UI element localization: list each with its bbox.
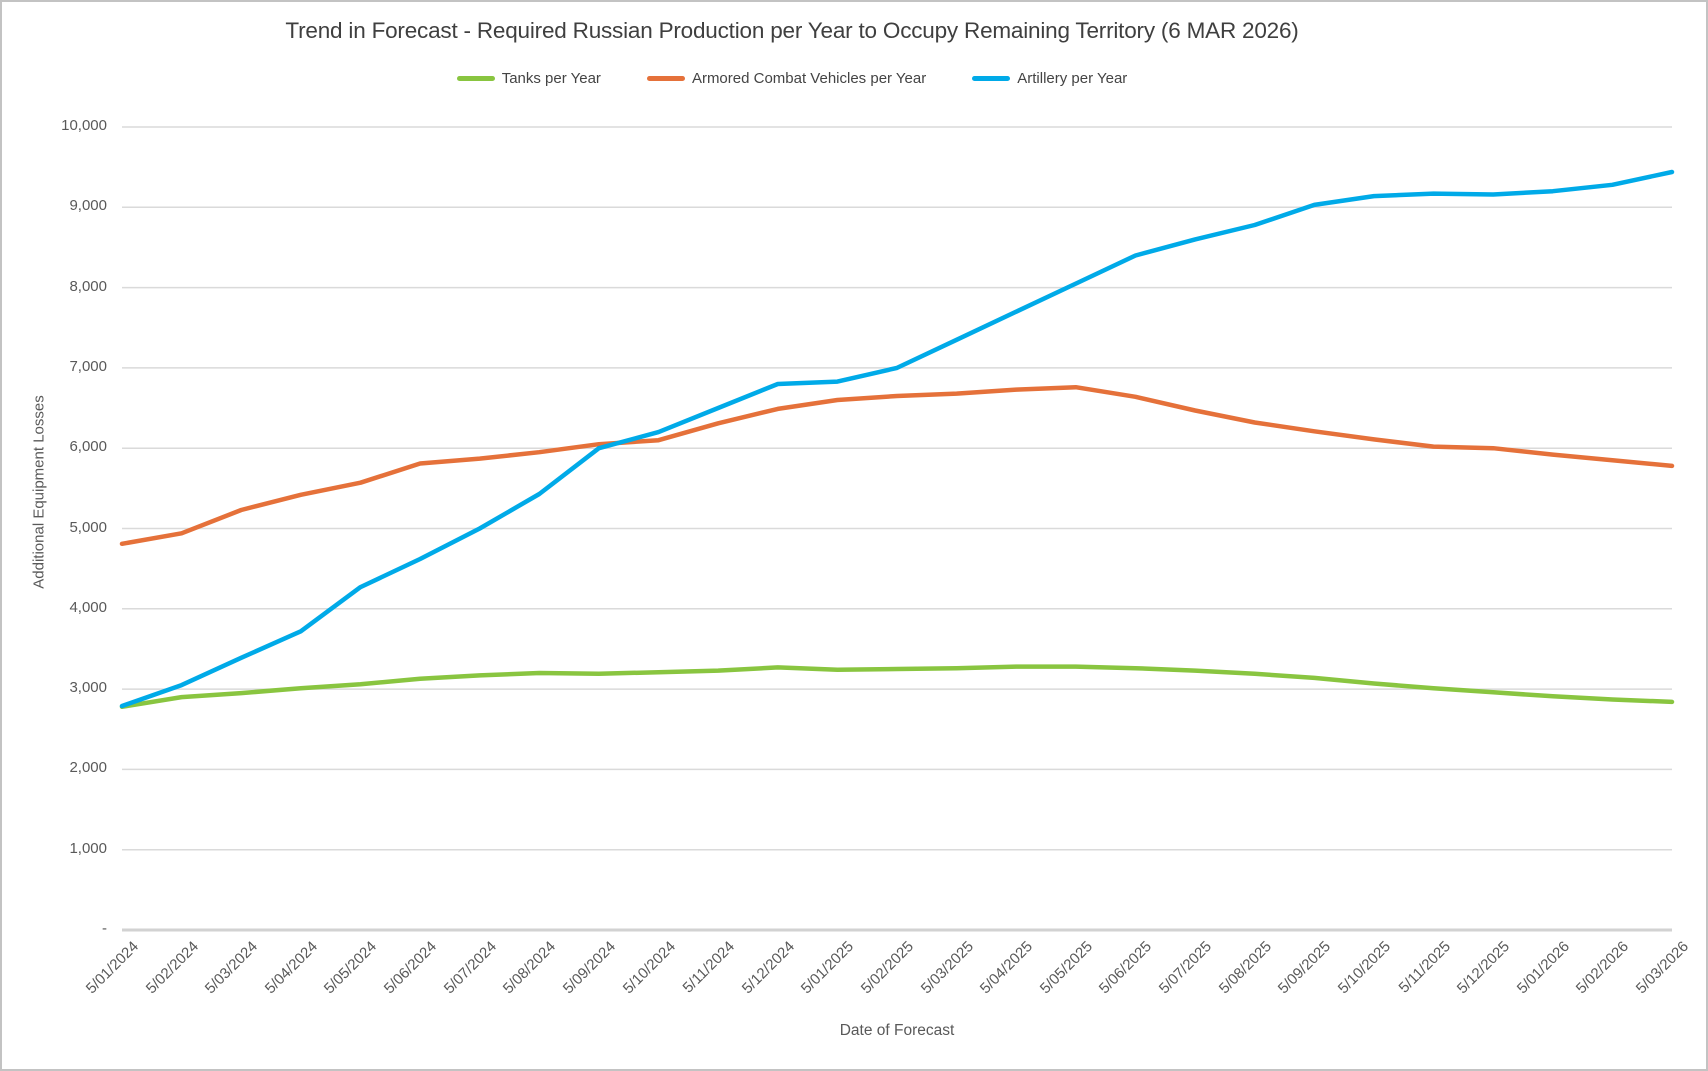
legend-item-armored-combat-vehicles: Armored Combat Vehicles per Year [646, 70, 927, 87]
artillery-line-swatch [972, 76, 1011, 81]
y-tick-label: 5,000 [69, 518, 107, 536]
y-axis-title: Additional Equipment Losses [30, 395, 48, 589]
y-tick-label: 2,000 [69, 759, 107, 777]
y-tick-label: 9,000 [69, 197, 107, 215]
y-tick-label: 3,000 [69, 679, 107, 697]
y-tick-label: 4,000 [69, 598, 107, 616]
y-tick-label: 1,000 [69, 839, 107, 857]
legend-item-artillery: Artillery per Year [972, 70, 1127, 87]
tanks-line-swatch [456, 76, 495, 81]
legend-label: Artillery per Year [1017, 70, 1128, 87]
y-tick-label: 10,000 [61, 117, 107, 134]
legend: Tanks per Year Armored Combat Vehicles p… [2, 70, 1582, 87]
y-tick-label: 8,000 [69, 277, 107, 295]
series-line-armored-combat-vehicles-per-year [119, 384, 1675, 547]
x-axis-title: Date of Forecast [839, 1022, 955, 1039]
series-line-artillery-per-year [119, 169, 1675, 709]
chart-title: Trend in Forecast - Required Russian Pro… [285, 18, 1299, 43]
legend-label: Armored Combat Vehicles per Year [691, 70, 927, 87]
armored-combat-vehicles-line-swatch [646, 76, 685, 81]
legend-item-tanks: Tanks per Year [456, 70, 601, 87]
y-tick-label: - [102, 920, 107, 937]
series-line-tanks-per-year [119, 664, 1675, 710]
y-tick-label: 6,000 [69, 438, 107, 456]
y-tick-label: 7,000 [69, 357, 107, 375]
legend-label: Tanks per Year [501, 70, 601, 87]
